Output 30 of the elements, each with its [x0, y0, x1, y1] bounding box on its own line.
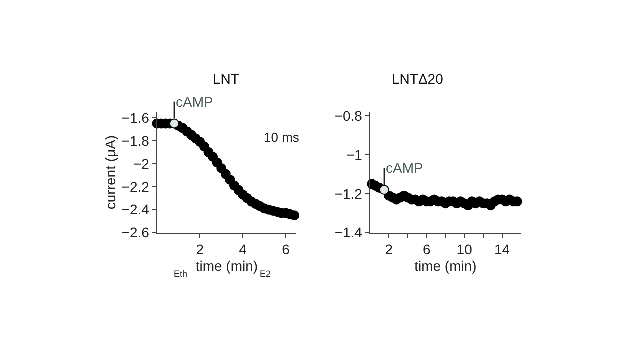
annotation: cAMP: [176, 94, 214, 110]
y-tick-label: −1.2: [334, 186, 363, 202]
x-tick-label: 2: [196, 242, 204, 258]
y-tick-label: −2.6: [122, 224, 150, 241]
text: E2: [260, 269, 272, 279]
y-tick-label: −0.8: [334, 108, 363, 124]
y-tick-label: −2: [133, 156, 150, 172]
annotation: cAMP: [386, 160, 424, 176]
x-tick-label: 10: [456, 242, 473, 258]
y-axis-title: current (μA): [102, 135, 118, 210]
point: [379, 185, 390, 195]
x-tick-label: 4: [239, 242, 248, 258]
y-tick-label: −1.4: [334, 224, 363, 241]
x-axis-title: time (min): [196, 258, 258, 274]
chart-title: LNTΔ20: [392, 71, 444, 87]
x-axis-title: time (min): [414, 258, 477, 274]
y-tick-label: −1.8: [122, 132, 150, 149]
text: Eth: [174, 269, 188, 279]
point: [290, 210, 300, 221]
x-tick-label: 6: [282, 242, 290, 258]
point: [169, 118, 180, 129]
x-tick-label: 6: [422, 242, 431, 258]
x-tick-label: 14: [494, 242, 510, 258]
y-tick-label: −2.4: [122, 202, 150, 218]
y-tick-label: −1.6: [122, 110, 150, 126]
annotation: 10 ms: [264, 130, 300, 145]
y-tick-label: −2.2: [122, 178, 150, 195]
chart-title: LNT: [213, 71, 240, 87]
y-tick-label: −1: [346, 146, 363, 163]
x-tick-label: 2: [385, 242, 394, 258]
